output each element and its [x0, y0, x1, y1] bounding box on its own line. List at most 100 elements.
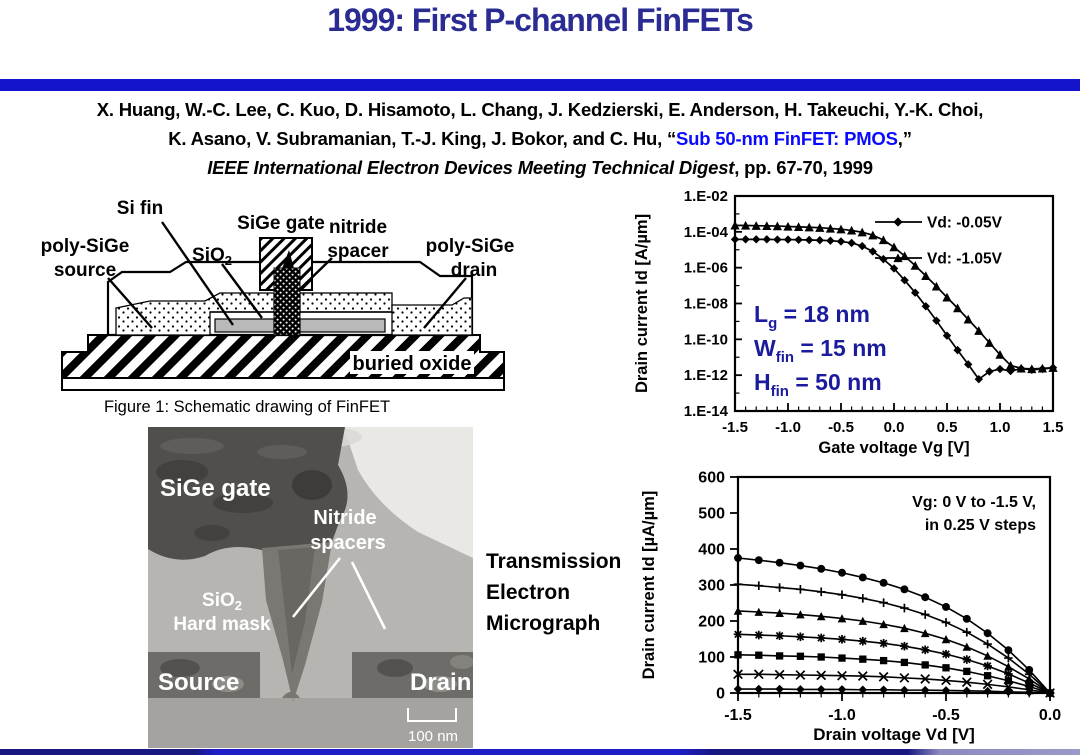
series-marker [953, 345, 962, 355]
series-marker [921, 302, 930, 311]
series-marker [1004, 646, 1013, 655]
series-marker [733, 684, 743, 694]
device-dimension-annotation: Wfin = 15 nm [754, 335, 887, 366]
schematic-leader-lines [107, 221, 467, 329]
y-axis-tick-label: 100 [698, 650, 725, 667]
series-marker [775, 608, 784, 617]
series-line [737, 633, 1051, 694]
label-sio2-sub: 2 [225, 253, 232, 268]
tem-arrow-left [291, 557, 342, 618]
y-axis-tick-label: 0 [716, 686, 725, 703]
series-marker [838, 654, 846, 662]
y-axis-tick-label: 1.E-02 [684, 188, 728, 205]
series-marker [1004, 653, 1013, 663]
series-marker [857, 671, 868, 681]
citation-paper-title[interactable]: Sub 50-nm FinFET: PMOS [676, 128, 898, 149]
y-axis-tick-label: 200 [698, 614, 725, 631]
label-poly-sige-source-2: source [54, 260, 116, 281]
series-marker [1025, 682, 1033, 691]
series-marker [879, 656, 888, 665]
series-marker [1004, 687, 1013, 697]
citation-line-1: X. Huang, W.-C. Lee, C. Kuo, D. Hisamoto… [96, 99, 984, 120]
series-marker [963, 667, 971, 676]
y-axis-tick-label: 300 [698, 578, 725, 595]
citation-line-2: K. Asano, V. Subramanian, T.-J. King, J.… [40, 124, 1040, 153]
tem-annotation-lines [291, 557, 457, 722]
y-axis-tick-label: 1.E-08 [684, 296, 728, 313]
series-marker [900, 275, 909, 285]
series-marker [794, 235, 803, 244]
label-nitride: nitride [329, 217, 387, 238]
series-marker [796, 610, 805, 619]
series-marker [836, 224, 846, 234]
series-marker [920, 645, 930, 655]
schematic-poly-sige-drain-region [391, 297, 473, 336]
series-line [738, 688, 1051, 694]
tem-label-hard-mask: Hard mask [173, 614, 271, 635]
device-dimension-annotation: Lg = 18 nm [754, 301, 870, 332]
series-marker [837, 635, 847, 644]
series-marker [734, 554, 742, 562]
series-marker [837, 614, 847, 623]
series-line [737, 557, 1051, 694]
series-marker [730, 220, 740, 230]
series-marker [730, 235, 740, 244]
series-marker [961, 677, 972, 688]
tem-label-drain: Drain [410, 669, 471, 696]
leader-sio2 [221, 263, 263, 319]
series-marker [893, 253, 903, 263]
y-axis-tick-label: 500 [698, 506, 725, 523]
series-marker [964, 360, 973, 369]
series-marker [983, 629, 992, 638]
series-marker [982, 679, 993, 690]
series-marker [741, 220, 751, 230]
tem-label-sige-gate: SiGe gate [160, 475, 271, 502]
transfer-characteristics-chart: -1.5 -1.0 -0.5 0.0 0.5 1.0 1.5 1.E-02 1.E-04 1.E-… [628, 186, 1080, 464]
series-marker [868, 230, 878, 240]
series-marker [783, 221, 793, 231]
x-axis-tick-label: 1.5 [1043, 419, 1064, 436]
tem-label-sio2: SiO2 [202, 590, 242, 613]
series-marker [931, 281, 941, 291]
series-marker [754, 607, 764, 616]
gate-voltage-annotation: Vg: 0 V to -1.5 V, [912, 494, 1036, 511]
series-marker [893, 217, 903, 227]
series-marker [1004, 662, 1013, 671]
y-axis-tick-label: 1.E-14 [684, 403, 729, 420]
series-marker [838, 568, 846, 577]
legend-label: Vd: -1.05V [927, 251, 1003, 268]
series-marker [942, 331, 952, 340]
series-marker [734, 651, 742, 659]
series-marker [858, 636, 868, 646]
y-axis-tick-label: 600 [698, 470, 725, 487]
series-marker [816, 633, 826, 643]
legend-label: Vd: -0.05V [927, 215, 1003, 232]
tem-scale-label: 100 nm [408, 728, 458, 745]
series-marker [985, 367, 994, 376]
y-axis-tick-label: 1.E-10 [684, 331, 728, 348]
series-marker [817, 653, 825, 661]
label-spacer: spacer [327, 241, 389, 262]
citation-line-3: IEEE International Electron Devices Meet… [40, 153, 1040, 182]
series-marker [837, 590, 847, 600]
series-marker [910, 261, 920, 270]
x-axis-tick-label: -1.5 [724, 707, 752, 724]
series-marker [1037, 363, 1047, 373]
series-marker [932, 316, 941, 325]
series-marker [899, 672, 910, 683]
x-axis-tick-label: -0.5 [828, 419, 854, 436]
series-marker [900, 641, 909, 651]
series-marker [733, 606, 743, 615]
tem-label-nitride: Nitride [313, 507, 376, 529]
tem-caption: Transmission Electron Micrograph [486, 546, 621, 639]
schematic-si-fin-left [214, 318, 275, 333]
series-line [737, 654, 1051, 694]
series-marker [878, 671, 889, 682]
series-marker [953, 303, 963, 313]
series-marker [983, 672, 992, 680]
leader-si-fin [161, 221, 234, 326]
x-axis-tick-label: 0.0 [1039, 707, 1061, 724]
series-marker [804, 222, 814, 232]
series-marker [816, 670, 827, 681]
